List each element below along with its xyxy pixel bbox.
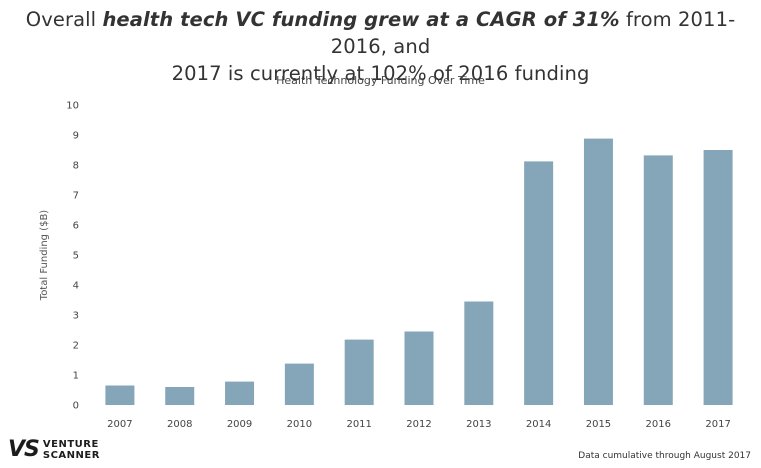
venture-scanner-logo: VS VENTURE SCANNER bbox=[8, 437, 100, 462]
bar-2014 bbox=[524, 161, 554, 405]
bar-2012 bbox=[404, 331, 434, 405]
logo-mark: VS bbox=[8, 437, 40, 462]
bars bbox=[105, 138, 733, 405]
bar-2008 bbox=[165, 387, 195, 405]
logo-text: VENTURE SCANNER bbox=[43, 439, 100, 461]
y-tick-label: 7 bbox=[73, 191, 79, 202]
y-tick-label: 2 bbox=[73, 341, 79, 352]
x-axis-ticks: 2007 2008 2009 2010 2011 2012 2013 2014 2015 2016… bbox=[107, 419, 731, 430]
headline-line-1: Overall health tech VC funding grew at a… bbox=[0, 6, 761, 60]
y-tick-label: 5 bbox=[73, 251, 79, 262]
y-axis-label: Total Funding ($B) bbox=[39, 210, 50, 302]
bar-2009 bbox=[225, 381, 255, 405]
headline: Overall health tech VC funding grew at a… bbox=[0, 6, 761, 87]
x-tick-label: 2013 bbox=[466, 419, 491, 430]
bar-2015 bbox=[583, 138, 613, 405]
headline-part-2: from 2011-2016, and bbox=[330, 8, 736, 58]
x-tick-label: 2010 bbox=[287, 419, 312, 430]
bar-2013 bbox=[464, 301, 494, 405]
x-tick-label: 2009 bbox=[227, 419, 252, 430]
x-tick-label: 2016 bbox=[646, 419, 671, 430]
y-tick-label: 10 bbox=[66, 101, 79, 112]
x-tick-label: 2011 bbox=[346, 419, 371, 430]
bar-2017 bbox=[703, 150, 733, 405]
bar-2011 bbox=[344, 339, 374, 405]
y-tick-label: 3 bbox=[73, 311, 79, 322]
y-tick-label: 9 bbox=[73, 131, 79, 142]
y-tick-label: 0 bbox=[73, 401, 79, 412]
headline-part-1: Overall bbox=[25, 8, 103, 31]
x-tick-label: 2014 bbox=[526, 419, 551, 430]
x-tick-label: 2017 bbox=[705, 419, 730, 430]
x-tick-label: 2008 bbox=[167, 419, 192, 430]
x-tick-label: 2015 bbox=[586, 419, 611, 430]
y-tick-label: 1 bbox=[73, 371, 79, 382]
footnote: Data cumulative through August 2017 bbox=[578, 451, 751, 461]
chart-title: Health Technology Funding Over Time bbox=[276, 74, 485, 87]
headline-line-2: 2017 is currently at 102% of 2016 fundin… bbox=[171, 62, 590, 85]
x-tick-label: 2007 bbox=[107, 419, 132, 430]
y-tick-label: 8 bbox=[73, 161, 79, 172]
y-tick-label: 4 bbox=[73, 281, 79, 292]
bar-2007 bbox=[105, 385, 135, 405]
headline-emphasis: health tech VC funding grew at a CAGR of… bbox=[102, 8, 620, 31]
y-axis-ticks: 0 1 2 3 4 5 6 7 8 9 10 bbox=[66, 101, 79, 412]
bar-2010 bbox=[284, 363, 314, 405]
logo-text-line-1: VENTURE bbox=[42, 438, 99, 450]
x-tick-label: 2012 bbox=[406, 419, 431, 430]
bar-2016 bbox=[643, 155, 673, 405]
y-tick-label: 6 bbox=[73, 221, 79, 232]
logo-text-line-2: SCANNER bbox=[42, 449, 100, 461]
